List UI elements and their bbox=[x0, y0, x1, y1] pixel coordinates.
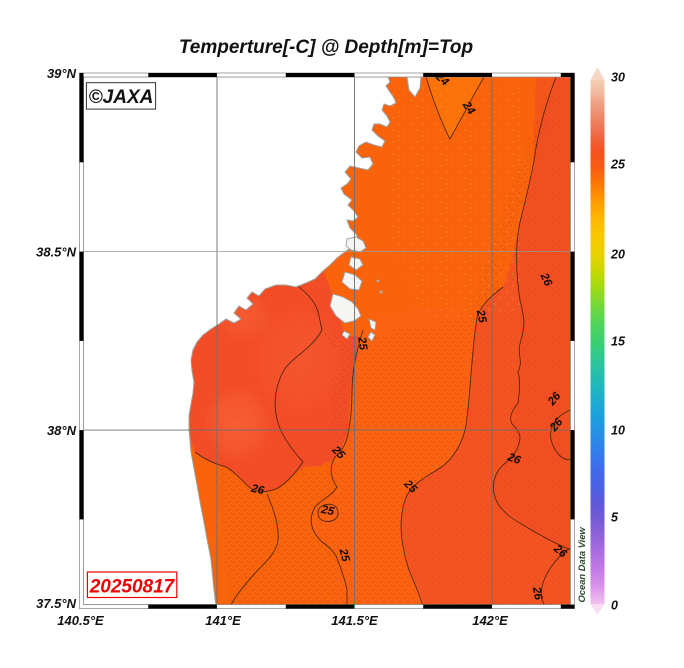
svg-text:38°N: 38°N bbox=[47, 423, 77, 438]
svg-text:141°E: 141°E bbox=[205, 613, 241, 628]
svg-text:26: 26 bbox=[537, 270, 554, 288]
svg-text:37.5°N: 37.5°N bbox=[36, 596, 77, 611]
svg-text:©JAXA: ©JAXA bbox=[89, 87, 154, 108]
svg-text:38.5°N: 38.5°N bbox=[36, 245, 77, 260]
svg-text:25: 25 bbox=[336, 547, 351, 564]
svg-text:30: 30 bbox=[611, 71, 625, 85]
svg-text:Ocean Data View: Ocean Data View bbox=[576, 527, 587, 603]
svg-text:141.5°E: 141.5°E bbox=[331, 613, 378, 628]
svg-text:25: 25 bbox=[319, 504, 336, 519]
svg-text:26: 26 bbox=[505, 451, 523, 467]
svg-text:Temperture[-C] @ Depth[m]=Top: Temperture[-C] @ Depth[m]=Top bbox=[179, 37, 473, 58]
svg-text:15: 15 bbox=[611, 335, 626, 349]
svg-text:20: 20 bbox=[610, 248, 625, 262]
svg-text:5: 5 bbox=[611, 511, 619, 525]
svg-text:142°E: 142°E bbox=[472, 613, 508, 628]
svg-text:26: 26 bbox=[249, 483, 266, 498]
svg-text:25: 25 bbox=[355, 335, 369, 351]
svg-text:24: 24 bbox=[432, 70, 451, 89]
svg-text:0: 0 bbox=[611, 599, 618, 613]
svg-text:140.5°E: 140.5°E bbox=[57, 613, 104, 628]
svg-text:25: 25 bbox=[474, 308, 489, 325]
svg-text:10: 10 bbox=[611, 424, 625, 438]
svg-text:26: 26 bbox=[530, 585, 544, 601]
svg-text:39°N: 39°N bbox=[47, 66, 77, 81]
svg-text:20250817: 20250817 bbox=[89, 577, 176, 598]
svg-text:25: 25 bbox=[610, 158, 626, 172]
